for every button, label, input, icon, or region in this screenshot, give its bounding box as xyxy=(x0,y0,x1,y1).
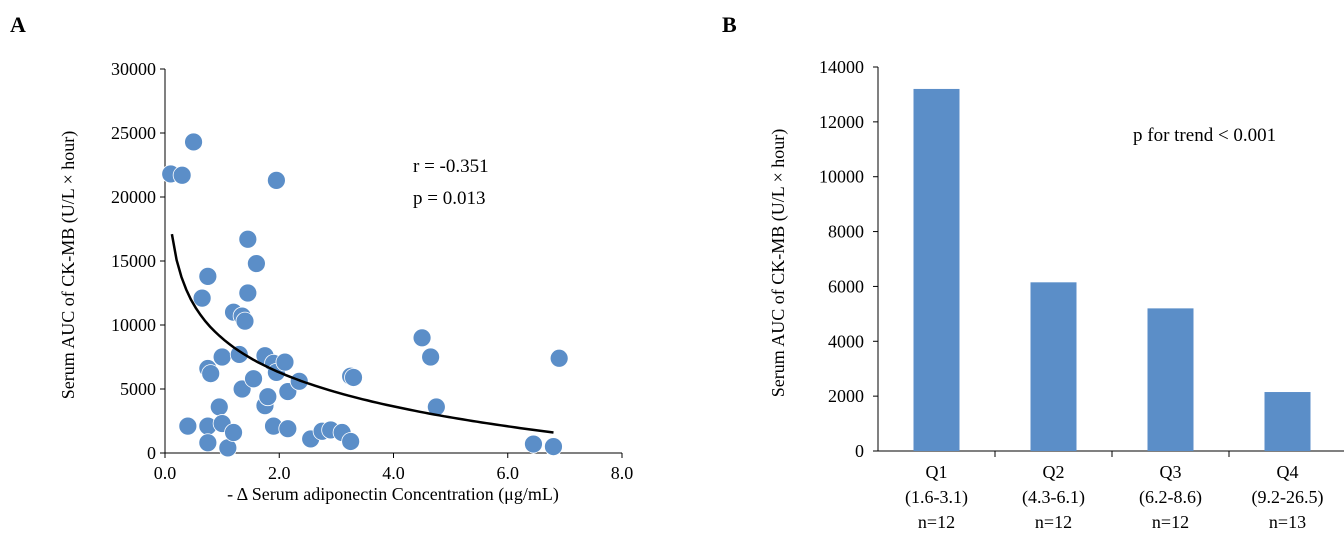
x-category-n: n=12 xyxy=(1035,512,1072,532)
scatter-point xyxy=(244,369,263,389)
x-tick-label: 2.0 xyxy=(268,463,291,483)
scatter-point xyxy=(198,433,218,453)
scatter-point xyxy=(224,423,243,442)
scatter-point xyxy=(266,170,286,190)
y-tick-label: 5000 xyxy=(120,379,156,399)
scatter-point xyxy=(184,132,203,152)
x-category-n: n=12 xyxy=(1152,512,1189,532)
annotation-p: p = 0.013 xyxy=(413,188,485,209)
y-tick-label: 14000 xyxy=(819,57,864,77)
bar xyxy=(1264,392,1311,451)
x-category-range: (6.2-8.6) xyxy=(1139,487,1202,508)
y-tick-label: 10000 xyxy=(819,167,864,187)
scatter-point xyxy=(341,432,361,451)
scatter-point xyxy=(258,387,278,407)
x-tick-label: 8.0 xyxy=(611,463,634,483)
scatter-point xyxy=(549,348,569,368)
scatter-point xyxy=(412,328,432,348)
scatter-point xyxy=(178,416,198,436)
scatter-point xyxy=(209,397,229,417)
scatter-point xyxy=(275,352,295,372)
scatter-point xyxy=(278,419,298,439)
scatter-point xyxy=(235,311,255,331)
y-tick-label: 2000 xyxy=(828,386,864,406)
y-tick-label: 20000 xyxy=(111,187,156,207)
y-tick-label: 0 xyxy=(855,441,864,461)
bar xyxy=(913,88,960,451)
scatter-chart: 0 5000 10000 15000 20000 25000 30000 0.0 2.0 4.0 6… xyxy=(58,59,633,505)
y-tick-label: 6000 xyxy=(828,276,864,296)
scatter-point xyxy=(344,368,363,387)
y-tick-label: 12000 xyxy=(819,112,864,132)
x-category-range: (4.3-6.1) xyxy=(1022,487,1085,508)
x-category-label: Q1 xyxy=(926,462,948,482)
annotation-r: r = -0.351 xyxy=(413,156,489,177)
y-tick-label: 15000 xyxy=(111,251,156,271)
panel-a-letter: A xyxy=(10,12,26,37)
x-category-label: Q2 xyxy=(1043,462,1065,482)
scatter-point xyxy=(421,347,441,367)
x-axis-title: - Δ Serum adiponectin Concentration (μg/… xyxy=(227,484,559,505)
bar xyxy=(1147,308,1194,451)
scatter-point xyxy=(172,165,192,185)
x-category-n: n=12 xyxy=(918,512,955,532)
y-tick-label: 0 xyxy=(147,443,156,463)
scatter-point xyxy=(198,266,218,286)
x-tick-label: 0.0 xyxy=(154,463,177,483)
y-axis-title: Serum AUC of CK-MB (U/L × hour) xyxy=(58,131,79,399)
y-tick-label: 10000 xyxy=(111,315,156,335)
scatter-point xyxy=(192,288,212,308)
trendline xyxy=(170,233,554,434)
x-tick-label: 6.0 xyxy=(497,463,520,483)
panel-b-letter: B xyxy=(722,12,737,37)
x-category-label: Q4 xyxy=(1277,462,1299,482)
scatter-point xyxy=(524,434,543,454)
y-tick-label: 25000 xyxy=(111,123,156,143)
scatter-point xyxy=(238,283,258,303)
annotation-trend: p for trend < 0.001 xyxy=(1133,125,1276,146)
scatter-point xyxy=(212,347,232,367)
scatter-point xyxy=(246,254,266,273)
y-tick-label: 4000 xyxy=(828,331,864,351)
x-category-label: Q3 xyxy=(1160,462,1182,482)
scatter-point xyxy=(201,364,221,384)
y-axis-title: Serum AUC of CK-MB (U/L × hour) xyxy=(768,129,789,397)
scatter-point xyxy=(238,229,258,249)
x-category-n: n=13 xyxy=(1269,512,1306,532)
scatter-point xyxy=(544,437,563,457)
x-tick-label: 4.0 xyxy=(382,463,405,483)
x-category-range: (1.6-3.1) xyxy=(905,487,968,508)
x-category-range: (9.2-26.5) xyxy=(1252,487,1324,508)
bar xyxy=(1030,282,1077,451)
bar-chart: 0 2000 4000 6000 8000 10000 12000 14000 Q1 (1.6-3… xyxy=(768,57,1344,532)
y-tick-label: 8000 xyxy=(828,222,864,242)
y-tick-label: 30000 xyxy=(111,59,156,79)
scatter-point xyxy=(229,345,249,364)
